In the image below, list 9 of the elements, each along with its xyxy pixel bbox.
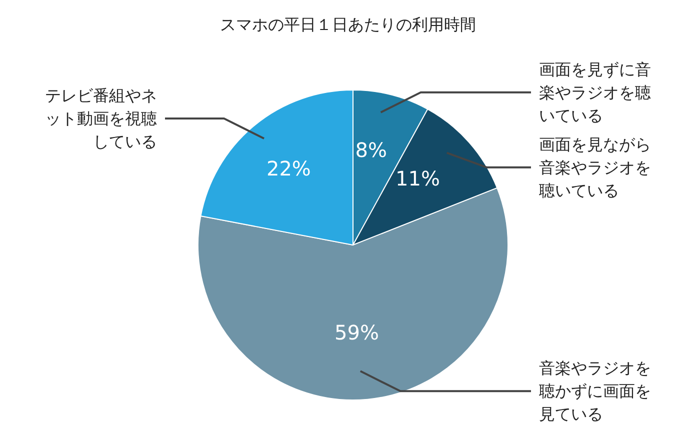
- data-label: 11%: [396, 166, 440, 190]
- slice-label: テレビ番組やネット動画を視聴している: [45, 86, 157, 151]
- chart-title: スマホの平日１日あたりの利用時間: [220, 15, 476, 34]
- data-label: 8%: [355, 138, 387, 162]
- slice-label: 画面を見ながら音楽やラジオを聴いている: [539, 134, 651, 200]
- slice-label: 音楽やラジオを聴かずに画面を見ている: [539, 358, 651, 424]
- data-label: 22%: [266, 156, 311, 180]
- slice-label: 画面を見ずに音楽やラジオを聴いている: [539, 60, 651, 125]
- data-label: 59%: [334, 320, 379, 345]
